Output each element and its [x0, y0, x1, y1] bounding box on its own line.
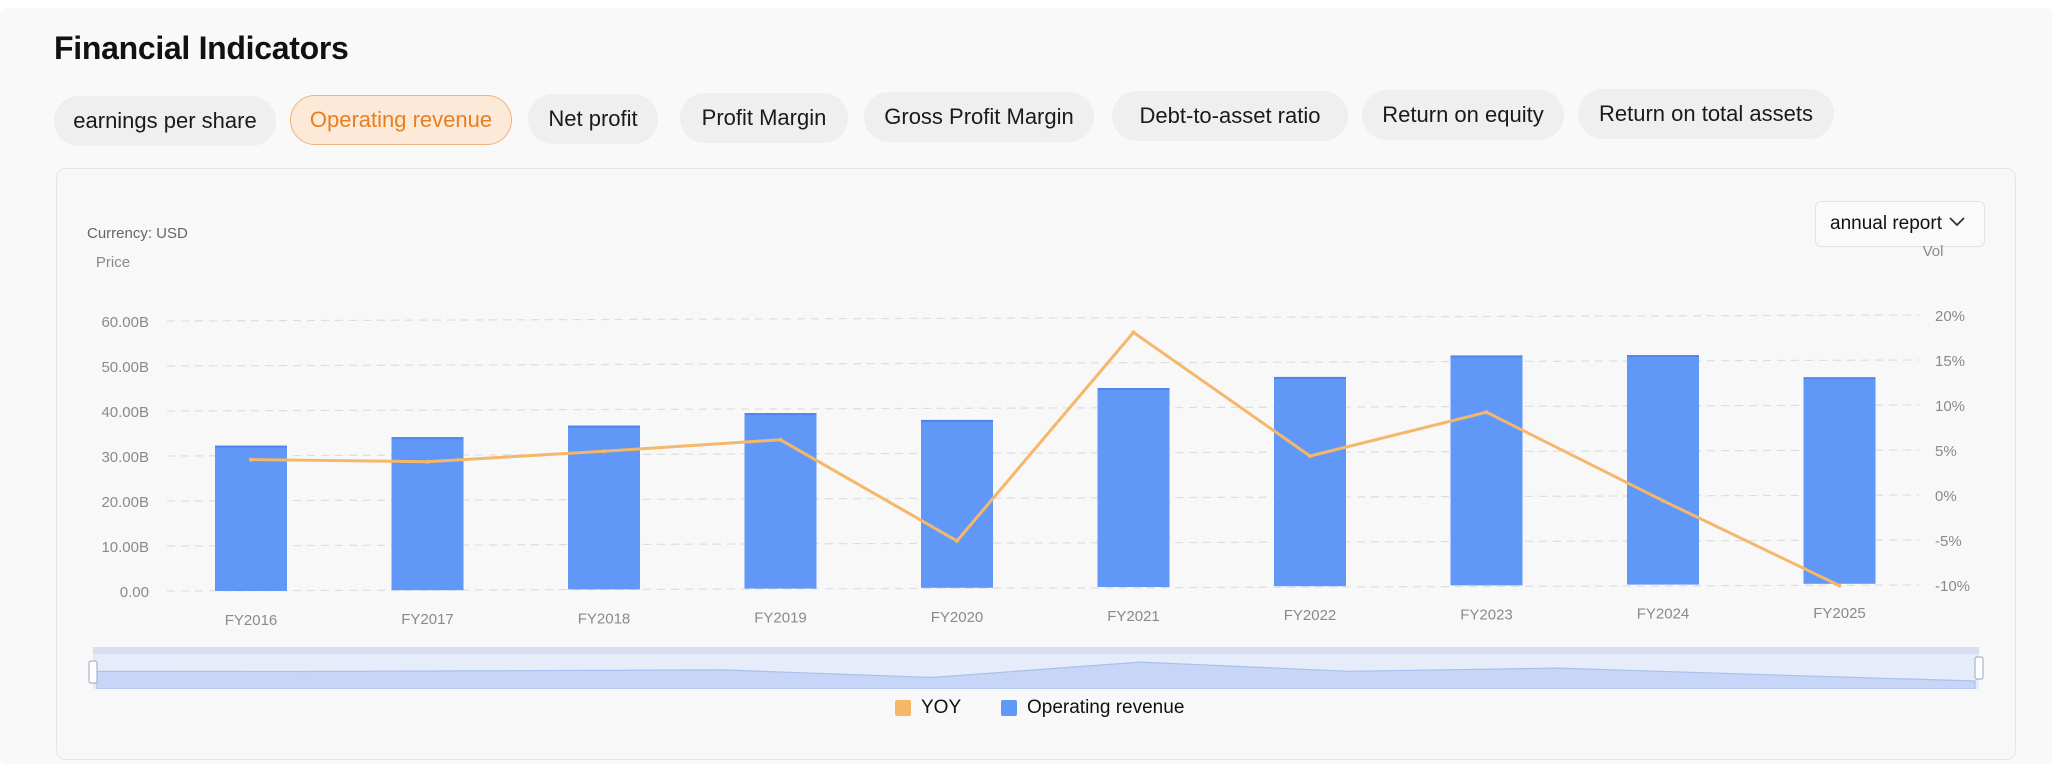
- bar-cap: [568, 425, 640, 428]
- left-axis-tick-label: 60.00B: [101, 314, 149, 331]
- tab-earnings-per-share[interactable]: earnings per share: [54, 96, 276, 146]
- yoy-point-fy2019[interactable]: [778, 437, 783, 442]
- left-axis-tick-label: 50.00B: [101, 359, 149, 376]
- gridline: [166, 314, 1920, 322]
- tab-net-profit[interactable]: Net profit: [528, 94, 658, 144]
- bar-cap: [391, 437, 464, 440]
- left-axis-tick-label: 30.00B: [101, 449, 149, 466]
- x-axis-tick-label: FY2020: [931, 609, 984, 626]
- yoy-point-fy2024[interactable]: [1661, 498, 1665, 503]
- bar-cap: [215, 445, 287, 448]
- legend-label-yoy: YOY: [921, 697, 962, 718]
- x-axis-tick-label: FY2024: [1637, 606, 1690, 623]
- x-axis-tick-label: FY2022: [1284, 607, 1337, 624]
- tab-operating-revenue[interactable]: Operating revenue: [290, 95, 512, 145]
- right-axis-tick-label: 0%: [1935, 488, 1957, 505]
- chart-card: Currency: USD annual report 60.00B 50.00B…: [56, 168, 2016, 760]
- bar-fy2024[interactable]: [1627, 355, 1699, 585]
- left-axis-tick-label: 40.00B: [101, 404, 149, 421]
- tab-profit-margin[interactable]: Profit Margin: [680, 93, 848, 143]
- bar-fy2023[interactable]: [1450, 355, 1523, 586]
- zoom-slider-preview: [96, 661, 1976, 689]
- zoom-slider[interactable]: [88, 647, 1984, 689]
- tab-debt-to-asset-ratio[interactable]: Debt-to-asset ratio: [1112, 91, 1348, 141]
- yoy-point-fy2023[interactable]: [1484, 410, 1489, 415]
- bar-fy2016[interactable]: [215, 445, 287, 591]
- bar-cap: [1803, 377, 1876, 380]
- bar-cap: [921, 419, 993, 422]
- yoy-point-fy2025[interactable]: [1837, 583, 1842, 588]
- x-axis-tick-label: FY2018: [578, 610, 631, 627]
- bar-fy2021[interactable]: [1097, 388, 1170, 587]
- x-axis-tick-label: FY2017: [401, 611, 454, 628]
- bar-fy2022[interactable]: [1274, 376, 1346, 587]
- left-axis-label: Price: [96, 254, 130, 271]
- yoy-point-fy2022[interactable]: [1308, 454, 1312, 458]
- tab-gross-profit-margin[interactable]: Gross Profit Margin: [864, 92, 1094, 142]
- bar-cap: [1274, 376, 1346, 379]
- zoom-handle-left[interactable]: [88, 660, 98, 684]
- revenue-chart: 60.00B 50.00B 40.00B 30.00B 20.00B 10.00B 0.00…: [88, 243, 1984, 689]
- legend-swatch-yoy: [895, 700, 911, 716]
- bar-cap: [1097, 388, 1170, 391]
- page-container: Financial Indicators earnings per share …: [0, 8, 2052, 764]
- x-axis-tick-label: FY2019: [754, 610, 807, 627]
- right-axis-label: Vol: [1923, 243, 1944, 260]
- report-type-value: annual report: [1830, 213, 1942, 234]
- left-axis-tick-label: 20.00B: [101, 494, 149, 511]
- chevron-down-icon: [1949, 217, 1965, 227]
- legend-item-operating-revenue[interactable]: Operating revenue: [1001, 697, 1184, 719]
- currency-label: Currency: USD: [87, 225, 188, 242]
- right-axis-tick-label: 10%: [1935, 398, 1965, 415]
- right-axis-tick-label: 15%: [1935, 353, 1965, 370]
- right-axis-tick-label: 20%: [1935, 308, 1965, 325]
- zoom-slider-top-band: [93, 647, 1979, 654]
- yoy-point-fy2016[interactable]: [249, 457, 253, 462]
- yoy-point-fy2018[interactable]: [602, 449, 606, 454]
- gridline: [166, 584, 1920, 592]
- left-axis-tick-label: 0.00: [120, 584, 149, 601]
- right-axis-tick-label: -5%: [1935, 533, 1962, 550]
- legend-label-operating-revenue: Operating revenue: [1027, 697, 1185, 718]
- page-title: Financial Indicators: [54, 30, 349, 66]
- bar-cap: [744, 413, 817, 416]
- right-axis-tick-label: 5%: [1935, 443, 1957, 460]
- x-axis-tick-label: FY2025: [1813, 605, 1866, 622]
- bar-fy2025[interactable]: [1803, 377, 1876, 584]
- tab-return-on-equity[interactable]: Return on equity: [1362, 90, 1564, 140]
- report-type-dropdown[interactable]: annual report: [1815, 201, 1985, 247]
- left-axis-tick-label: 10.00B: [101, 539, 149, 556]
- right-axis-tick-label: -10%: [1935, 578, 1970, 595]
- bar-cap: [1450, 355, 1523, 358]
- zoom-handle-right[interactable]: [1974, 656, 1984, 680]
- legend-item-yoy[interactable]: YOY: [895, 697, 961, 719]
- x-axis-tick-label: FY2023: [1460, 606, 1513, 623]
- indicator-tabs: earnings per share Operating revenue Net…: [54, 88, 2014, 148]
- chart-legend: YOY Operating revenue: [57, 697, 2017, 727]
- tab-return-on-total-assets[interactable]: Return on total assets: [1578, 89, 1834, 139]
- x-axis-tick-label: FY2016: [225, 612, 278, 629]
- bar-cap: [1627, 355, 1699, 358]
- x-axis-tick-label: FY2021: [1107, 608, 1160, 625]
- yoy-point-fy2020[interactable]: [955, 538, 959, 543]
- yoy-point-fy2017[interactable]: [425, 459, 430, 464]
- yoy-point-fy2021[interactable]: [1131, 330, 1136, 335]
- bar-fy2020[interactable]: [921, 419, 993, 588]
- legend-swatch-operating-revenue: [1001, 700, 1017, 716]
- yoy-line: [250, 330, 1841, 587]
